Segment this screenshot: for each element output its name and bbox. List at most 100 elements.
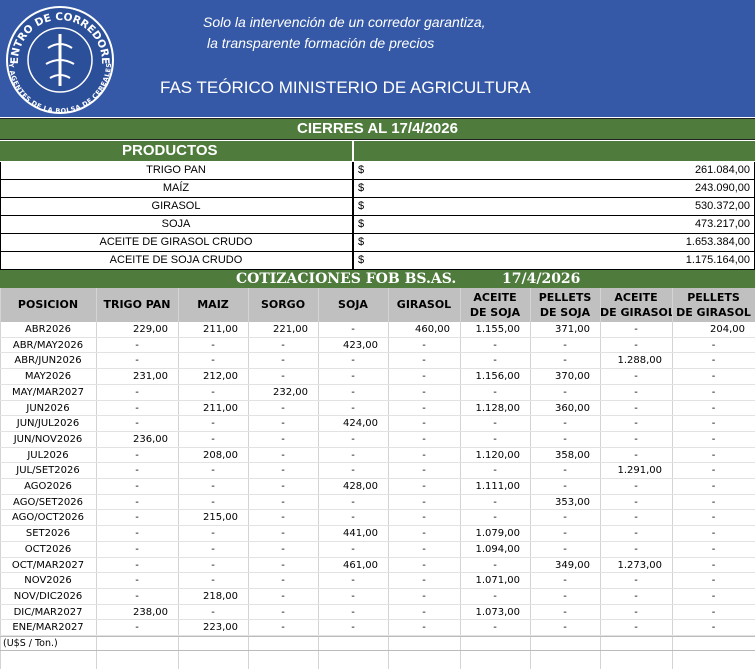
price-cell: 212,00: [203, 371, 238, 383]
price-cell: -: [711, 606, 716, 618]
price-cell: -: [351, 543, 355, 555]
price-cell: 370,00: [555, 371, 590, 383]
row-line: [0, 603, 755, 605]
price-cell: -: [281, 606, 285, 618]
price-cell: -: [563, 543, 567, 555]
price-cell: 211,00: [203, 324, 238, 335]
price-cell: -: [422, 559, 426, 571]
logo: CENTRO DE CORREDORES Y AGENTES DE LA BOL…: [4, 4, 114, 115]
currency: $: [358, 200, 365, 212]
price-cell: -: [493, 512, 497, 524]
price-cell: -: [563, 433, 567, 445]
price-cell: -: [351, 386, 355, 398]
price-cell: -: [711, 543, 716, 555]
price-cell: -: [135, 481, 139, 492]
price-cell: -: [422, 339, 426, 351]
price-cell: 204,00: [710, 324, 745, 335]
price-cell: -: [281, 543, 285, 555]
price-cell: -: [422, 465, 426, 477]
price-cell: 1.155,00: [475, 324, 520, 335]
column-header: POSICION: [17, 298, 79, 311]
price-cell: -: [211, 355, 215, 367]
row-line: [0, 352, 755, 354]
price-cell: -: [281, 339, 285, 351]
position-label: NOV/DIC2026: [13, 590, 83, 602]
column-header: ACEITE: [473, 291, 517, 304]
product-divider: [352, 162, 354, 180]
price-cell: -: [634, 543, 638, 555]
price-cell: -: [211, 339, 215, 351]
price-cell: -: [634, 402, 638, 414]
product-divider: [352, 198, 354, 216]
currency: $: [358, 182, 365, 194]
column-header: DE SOJA: [469, 306, 521, 319]
price-cell: -: [135, 543, 139, 555]
price-cell: -: [422, 402, 426, 414]
price-cell: 461,00: [343, 559, 378, 571]
price-cell: -: [711, 512, 716, 524]
row-line: [0, 525, 755, 527]
price-cell: 1.291,00: [617, 465, 662, 477]
column-header: DE GIRASOL: [600, 306, 672, 319]
price-cell: -: [211, 575, 215, 587]
price-cell: 231,00: [133, 371, 168, 383]
price-cell: 1.079,00: [475, 528, 520, 540]
price-cell: -: [422, 371, 426, 383]
price-cell: 1.273,00: [617, 559, 662, 571]
price-cell: -: [422, 386, 426, 398]
price-cell: -: [351, 371, 355, 383]
price-cell: -: [422, 590, 426, 602]
price-cell: -: [422, 575, 426, 587]
price-cell: -: [711, 590, 716, 602]
price-cell: 424,00: [343, 418, 378, 430]
currency: $: [358, 218, 365, 230]
price-cell: -: [634, 386, 638, 398]
product-divider: [352, 252, 354, 270]
currency: $: [358, 254, 365, 266]
header-band: [0, 0, 755, 117]
position-label: SET2026: [25, 528, 71, 540]
column-header: MAIZ: [197, 298, 229, 311]
price-cell: -: [135, 559, 139, 571]
product-name: SOJA: [161, 218, 191, 230]
row-line: [0, 493, 755, 495]
price-cell: -: [135, 418, 139, 430]
price-cell: -: [351, 355, 355, 367]
price-cell: -: [351, 575, 355, 587]
price-cell: -: [634, 324, 638, 335]
price-cell: -: [563, 355, 567, 367]
price-cell: -: [634, 433, 638, 445]
position-label: ABR/JUN2026: [14, 355, 82, 367]
price-cell: 371,00: [555, 324, 590, 335]
price-cell: -: [422, 418, 426, 430]
price-cell: -: [563, 590, 567, 602]
column-header: SORGO: [260, 298, 306, 311]
price-cell: -: [281, 575, 285, 587]
price-cell: -: [135, 449, 139, 461]
row-line: [0, 430, 755, 432]
price-cell: -: [493, 496, 497, 508]
column-header: TRIGO PAN: [103, 298, 171, 311]
position-label: ABR2026: [24, 324, 72, 335]
column-header: GIRASOL: [396, 298, 452, 311]
price-cell: -: [711, 386, 716, 398]
product-divider: [352, 180, 354, 198]
price-cell: -: [281, 355, 285, 367]
price-cell: -: [634, 528, 638, 540]
position-label: JUN/JUL2026: [16, 418, 80, 430]
price-cell: -: [281, 465, 285, 477]
price-cell: 223,00: [203, 622, 238, 634]
position-label: MAY/MAR2027: [11, 386, 85, 398]
price-cell: 218,00: [203, 590, 238, 602]
price-cell: -: [711, 496, 716, 508]
column-header: DE SOJA: [539, 306, 591, 319]
row-line: [0, 540, 755, 542]
tagline-2: la transparente formación de precios: [207, 35, 435, 51]
price-cell: -: [281, 433, 285, 445]
price-cell: -: [211, 528, 215, 540]
price-cell: -: [281, 559, 285, 571]
price-cell: -: [493, 622, 497, 634]
price-cell: -: [634, 575, 638, 587]
price-cell: -: [711, 481, 716, 492]
price-cell: -: [351, 622, 355, 634]
